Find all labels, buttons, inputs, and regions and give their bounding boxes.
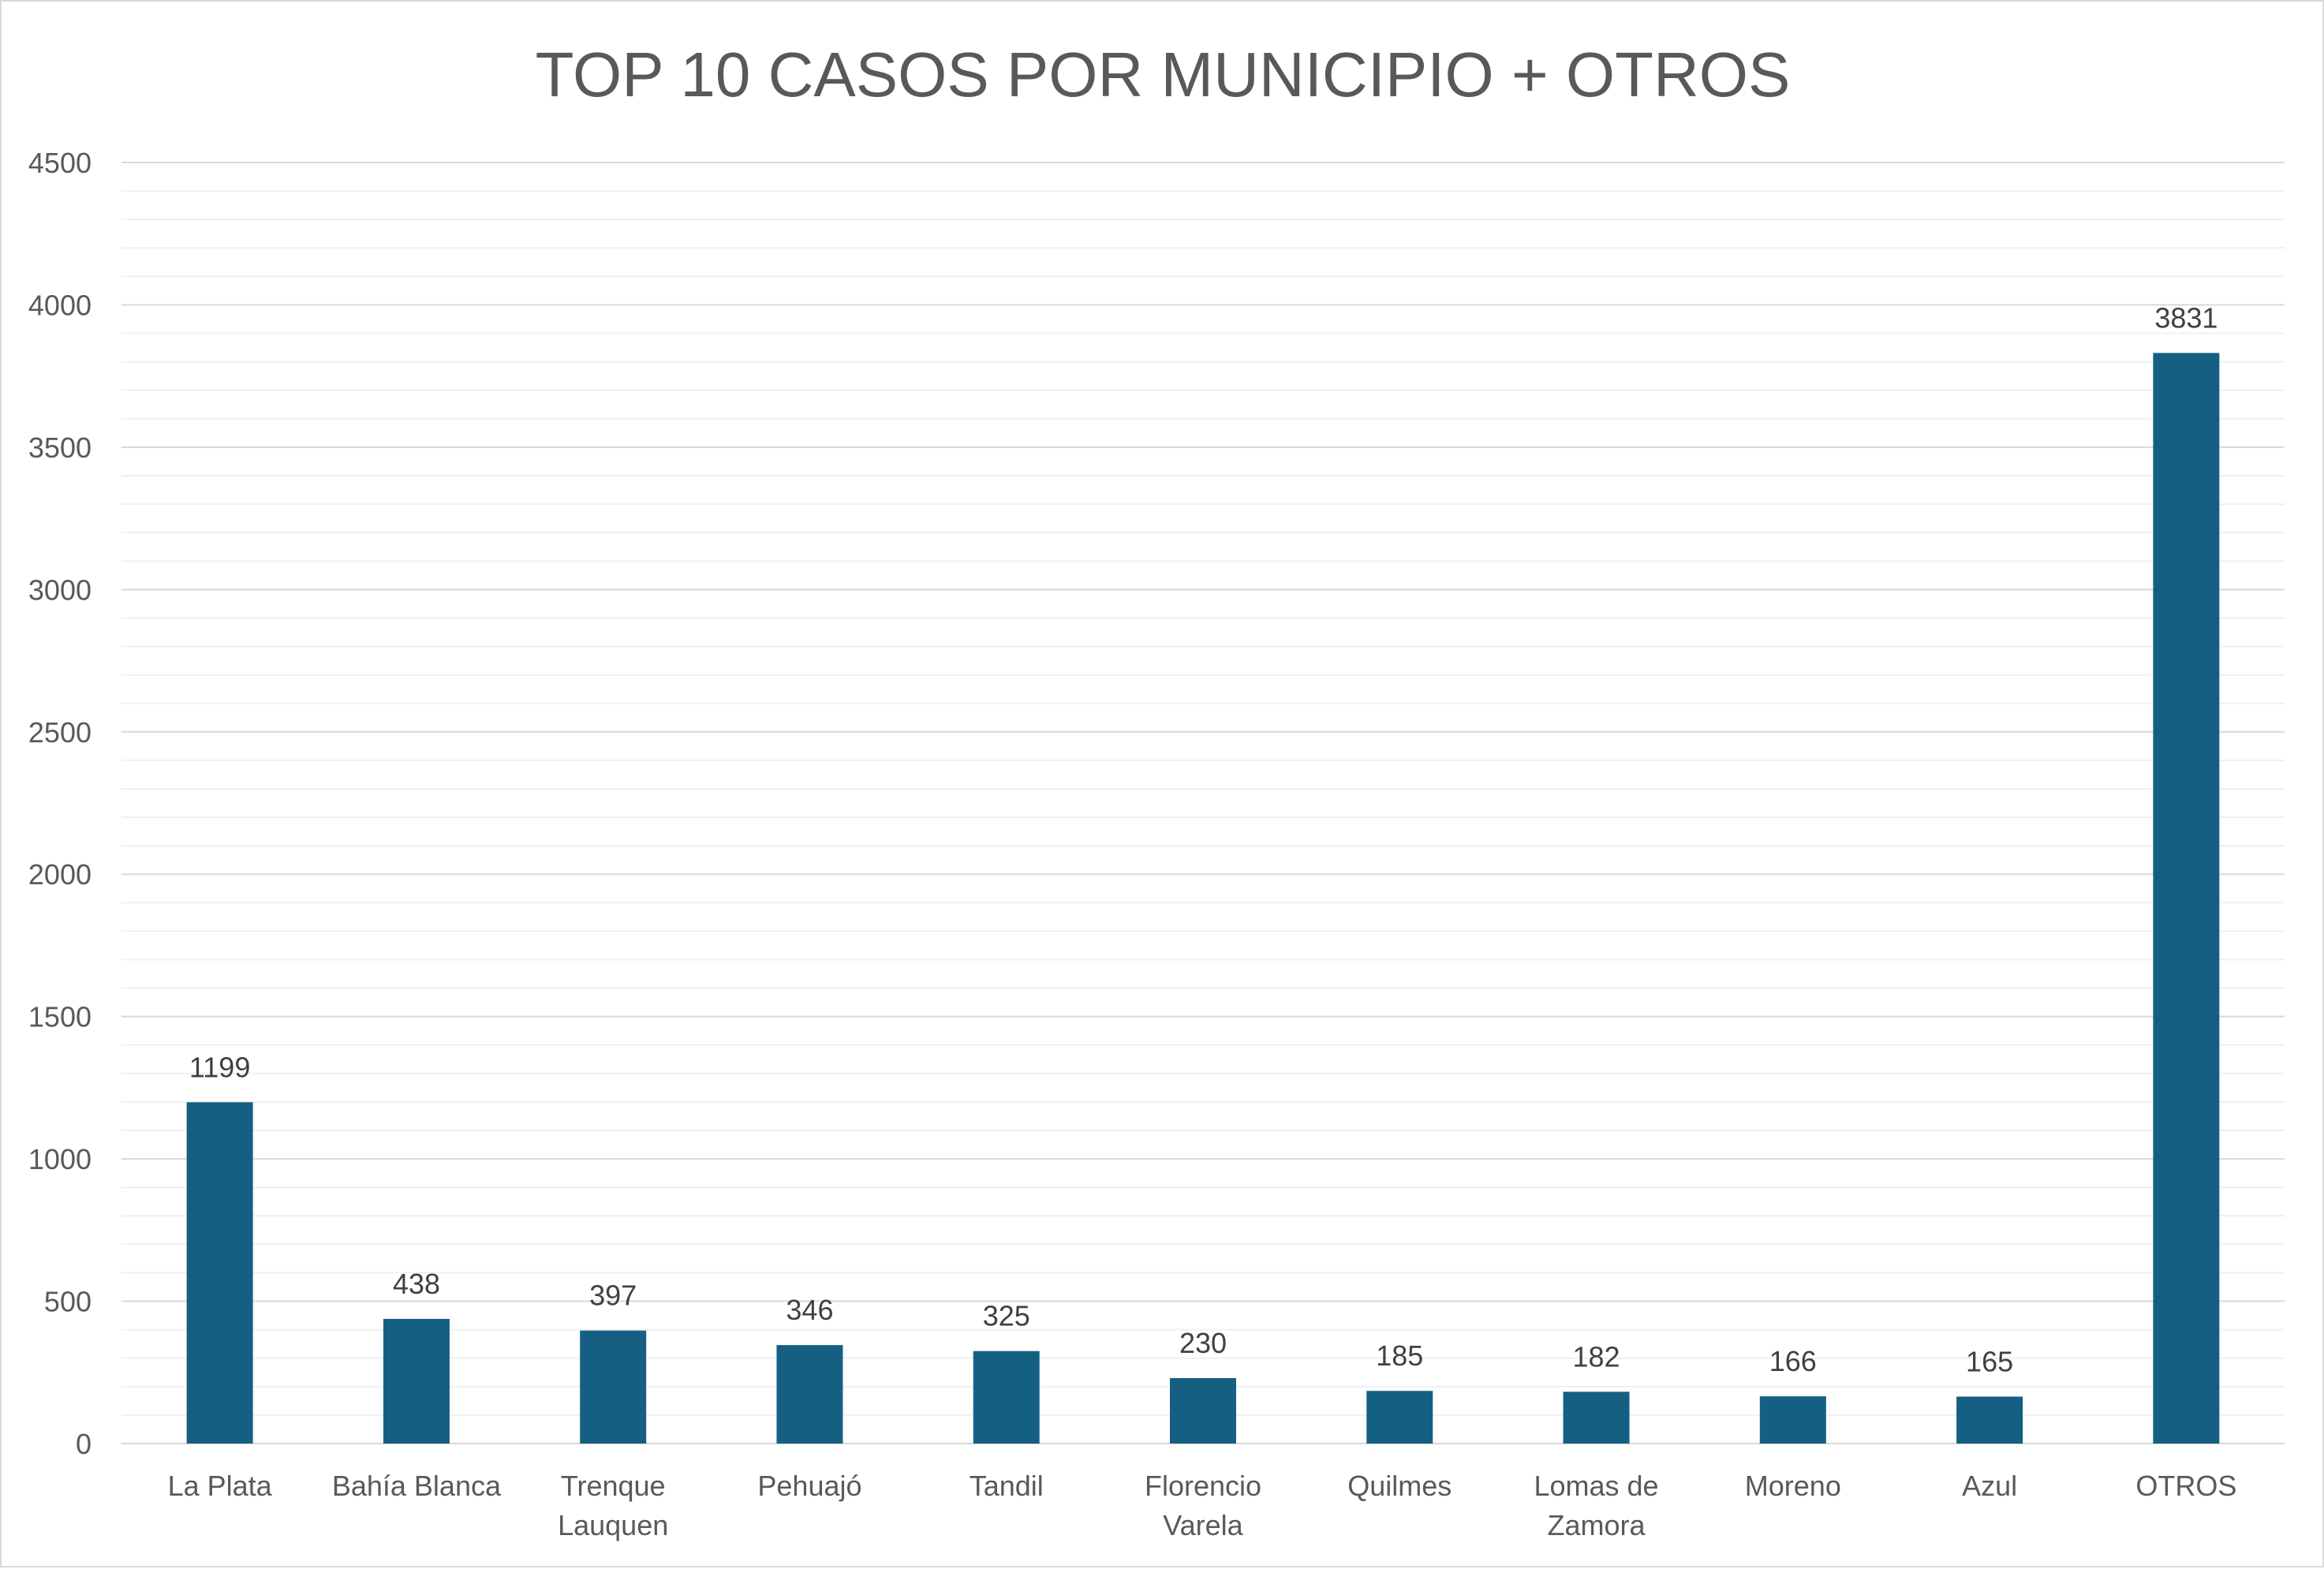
x-tick-label: Trenque Lauquen — [558, 1470, 668, 1541]
data-labels: 1199 438 397 346 325 230 185 182 166 165 3831 — [189, 301, 2218, 1377]
bar — [1366, 1391, 1433, 1444]
bar — [1563, 1392, 1630, 1444]
x-tick-label: La Plata — [168, 1470, 273, 1502]
x-tick-label-line: Azul — [1962, 1470, 2017, 1502]
bar — [1759, 1396, 1826, 1444]
data-label: 166 — [1769, 1345, 1817, 1377]
bar — [383, 1318, 450, 1444]
bar — [580, 1330, 647, 1444]
bar-series — [186, 353, 2220, 1444]
bar — [1170, 1377, 1236, 1444]
data-label: 438 — [393, 1268, 440, 1300]
data-label: 346 — [786, 1294, 833, 1326]
bar — [2153, 353, 2220, 1444]
x-tick-label-line: Varela — [1163, 1509, 1243, 1541]
x-axis: La Plata Bahía Blanca Trenque Lauquen Pehuaj… — [168, 1470, 2237, 1541]
y-tick-label: 1500 — [28, 1001, 92, 1033]
data-label: 165 — [1966, 1345, 2013, 1377]
data-label: 1199 — [189, 1051, 250, 1083]
bar — [776, 1345, 843, 1444]
y-tick-label: 4500 — [28, 147, 92, 179]
x-tick-label-line: OTROS — [2135, 1470, 2236, 1502]
x-tick-label: Florencio Varela — [1145, 1470, 1261, 1541]
data-label: 185 — [1376, 1339, 1423, 1372]
data-label: 3831 — [2154, 301, 2218, 334]
x-tick-label-line: Quilmes — [1347, 1470, 1452, 1502]
y-tick-label: 4000 — [28, 289, 92, 321]
x-tick-label: Moreno — [1745, 1470, 1841, 1502]
x-tick-label: Quilmes — [1347, 1470, 1452, 1502]
data-label: 230 — [1179, 1327, 1227, 1359]
minor-gridlines — [121, 190, 2285, 1416]
x-tick-label: OTROS — [2135, 1470, 2236, 1502]
y-tick-label: 3500 — [28, 431, 92, 464]
x-tick-label-line: Bahía Blanca — [332, 1470, 502, 1502]
y-axis: 0 500 1000 1500 2000 2500 3000 3500 4000 4500 — [28, 147, 92, 1460]
y-tick-label: 2000 — [28, 858, 92, 891]
data-label: 397 — [589, 1279, 637, 1312]
x-tick-label-line: Lauquen — [558, 1509, 668, 1541]
x-tick-label-line: La Plata — [168, 1470, 273, 1502]
x-tick-label: Azul — [1962, 1470, 2017, 1502]
bar — [973, 1350, 1040, 1444]
x-tick-label: Lomas de Zamora — [1534, 1470, 1658, 1541]
x-tick-label: Tandil — [970, 1470, 1044, 1502]
bar — [1956, 1396, 2023, 1444]
y-tick-label: 1000 — [28, 1143, 92, 1175]
x-tick-label-line: Trenque — [561, 1470, 666, 1502]
y-tick-label: 500 — [44, 1286, 92, 1318]
y-tick-label: 3000 — [28, 573, 92, 606]
y-tick-label: 2500 — [28, 716, 92, 749]
x-tick-label: Bahía Blanca — [332, 1470, 502, 1502]
y-tick-label: 0 — [76, 1428, 92, 1460]
x-tick-label-line: Zamora — [1548, 1509, 1646, 1541]
x-tick-label-line: Florencio — [1145, 1470, 1261, 1502]
major-gridlines — [121, 162, 2285, 1444]
x-tick-label-line: Tandil — [970, 1470, 1044, 1502]
data-label: 182 — [1573, 1340, 1620, 1373]
x-tick-label-line: Lomas de — [1534, 1470, 1658, 1502]
x-tick-label-line: Moreno — [1745, 1470, 1841, 1502]
x-tick-label-line: Pehuajó — [757, 1470, 861, 1502]
x-tick-label: Pehuajó — [757, 1470, 861, 1502]
chart-title: TOP 10 CASOS POR MUNICIPIO + OTROS — [536, 39, 1791, 110]
data-label: 325 — [983, 1300, 1030, 1332]
bar — [186, 1102, 253, 1444]
